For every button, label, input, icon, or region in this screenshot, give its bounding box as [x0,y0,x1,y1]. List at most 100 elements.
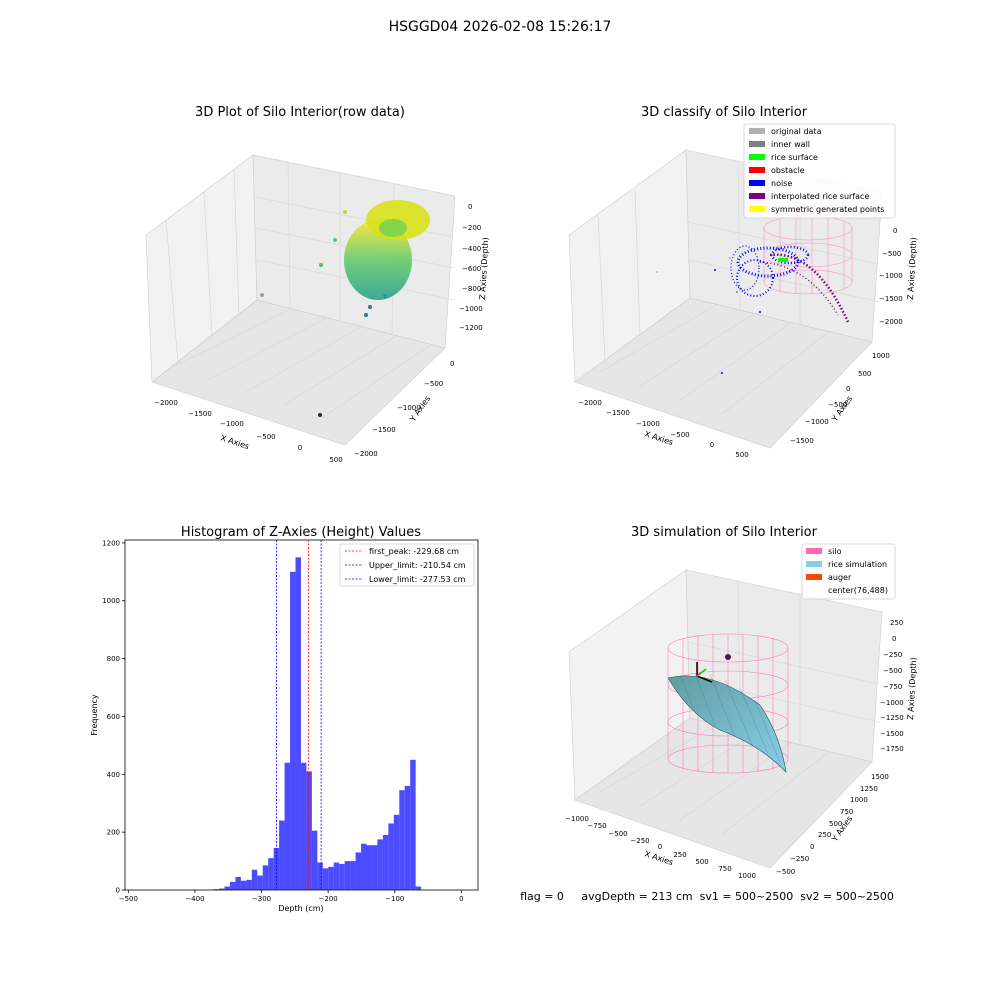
panel-classify-3d: 3D classify of Silo Interior [568,105,918,459]
sim-pane-floor [574,717,873,869]
sim-ytick: 1500 [871,773,889,781]
sim-ytick: 750 [840,808,853,816]
hist-ylabel: Frequency [90,694,99,736]
legend-swatch [749,193,765,199]
classify-ytick: −1000 [805,418,829,426]
legend-label: rice surface [771,153,818,162]
sim-legend-box [801,543,896,600]
sim-zlabel: Z Axies (Depth) [906,657,918,720]
hist-bar [328,866,334,890]
sim-z-ticks: 250 0 −250 −500 −750 −1000 −1250 −1500 −… [880,619,904,753]
sim-ylabel: Y Axies [830,814,855,844]
raw-x-ticks: −2000 −1500 −1000 −500 0 500 [154,399,343,464]
hist-ytick-label: 1200 [102,539,120,547]
hist-bar [355,852,362,890]
classify-xtick: −1500 [606,409,630,417]
classify-ztick: −2000 [879,318,903,326]
sim-ztick: −250 [883,651,902,659]
hist-bar [268,858,274,890]
hist-bar [224,886,230,890]
sim-xtick: 0 [658,843,662,851]
panel-histogram: Histogram of Z-Axies (Height) Values −50… [90,525,479,913]
hist-bar [344,861,351,890]
hist-title: Histogram of Z-Axies (Height) Values [181,525,421,540]
raw-cloud-lower [344,220,412,300]
legend-swatch [806,561,822,567]
hist-bar [366,845,372,890]
raw-ztick: −800 [462,285,481,293]
classify-x-ticks: −2000 −1500 −1000 −500 0 500 [578,399,749,459]
hist-bar [317,862,323,890]
hist-vlines [276,540,322,890]
legend-label: noise [771,179,792,188]
raw-xtick: −1000 [220,420,244,428]
sim-xtick: 1000 [738,872,756,880]
hist-bar [290,571,296,890]
sim-ztick: −1250 [880,714,904,722]
raw-ytick: −1500 [372,426,396,434]
classify-ztick: −1000 [879,272,903,280]
legend-label: obstacle [771,166,805,175]
legend-swatch [806,574,822,580]
classify-ytick: −500 [828,401,847,409]
legend-label: rice simulation [828,560,887,569]
raw-xtick: 0 [298,444,302,452]
hist-bar [219,888,225,890]
classify-xtick: −1000 [636,420,660,428]
raw-ztick: −1200 [459,324,483,332]
raw-xtick: −2000 [154,399,178,407]
legend-swatch [749,154,765,160]
raw-ytick: −2000 [354,450,378,458]
classify-grid [597,161,881,415]
legend-label: silo [828,547,842,556]
classify-interpolated-surface [769,253,850,323]
sim-xtick: −750 [587,822,606,830]
status-footer: flag = 0 avgDepth = 213 cm sv1 = 500~250… [520,890,894,903]
raw-ytick: −500 [424,380,443,388]
raw-pane-floor [151,299,446,446]
hist-bar [235,876,241,890]
legend-label: inner wall [771,140,810,149]
sim-xtick: 250 [673,851,686,859]
suptitle: HSGGD04 2026-02-08 15:26:17 [389,19,612,35]
hist-bar [333,862,340,890]
classify-y-ticks: 1000 500 0 −500 −1000 −1500 [790,352,890,445]
classify-ztick: −500 [882,250,901,258]
legend-swatch [749,206,765,212]
hist-xtick-label: −300 [252,895,271,903]
raw-ytick: 0 [450,360,454,368]
hist-xtick-label: −400 [185,895,204,903]
classify-legend: original data inner wall rice surface ob… [749,127,884,214]
sim-ztick: −1000 [880,699,904,707]
sim-ytick: 1000 [850,796,868,804]
hist-legend-box [339,543,475,587]
raw-xlabel: X Axies [219,433,250,451]
hist-bar [399,790,405,890]
hist-xtick-label: −500 [119,895,138,903]
hist-ytick-label: 1000 [102,597,120,605]
classify-ytick: 500 [858,370,871,378]
raw-outlier-points [260,210,387,417]
hist-ytick-label: 400 [107,771,120,779]
raw-ztick: −1000 [459,305,483,313]
classify-xtick: 500 [735,451,748,459]
sim-ytick: 500 [829,820,842,828]
classify-legend-box [743,123,896,219]
hist-legend: first_peak: -229.68 cm Upper_limit: -210… [345,547,466,584]
hist-bar [240,880,247,890]
sim-ztick: −500 [883,667,902,675]
legend-label: center(76,488) [828,586,888,595]
classify-xtick: −2000 [578,399,602,407]
sim-x-ticks: −1000 −750 −500 −250 0 250 500 750 1000 [565,815,756,880]
raw-cloud-hole [379,219,407,237]
raw-xtick: −1500 [188,410,212,418]
legend-swatch [749,141,765,147]
raw-ztick: −600 [462,265,481,273]
classify-ylabel: Y Axies [830,394,855,424]
hist-ytick-label: 0 [116,887,120,895]
hist-bar [311,830,318,890]
sim-ytick: −500 [776,868,795,876]
classify-ytick: 0 [846,385,850,393]
hist-ytick-label: 600 [107,713,120,721]
